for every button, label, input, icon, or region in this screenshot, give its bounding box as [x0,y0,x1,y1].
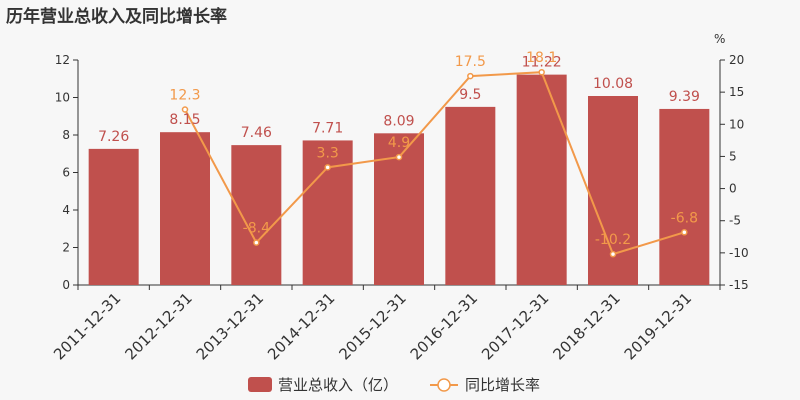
y-left-tick-label: 12 [55,53,70,67]
line-point[interactable] [395,153,403,161]
bar-value-label: 7.46 [241,125,272,141]
bar-value-label: 9.5 [459,87,481,103]
line-point[interactable] [538,68,545,76]
bar-value-label: 9.39 [669,89,700,105]
x-tick-label: 2017-12-31 [478,289,552,363]
bar[interactable] [659,108,710,285]
line-point[interactable] [324,164,331,171]
x-tick-label: 2019-12-31 [621,289,695,363]
y-right-tick-label: 0 [729,182,737,196]
line-point[interactable] [609,250,617,258]
line-value-label: 17.5 [455,54,486,70]
y-left-tick-label: 4 [62,203,70,217]
x-tick-label: 2011-12-31 [50,289,124,363]
y-right-tick-label: -10 [729,246,749,260]
legend-bar-label: 营业总收入（亿） [278,376,398,394]
line-point[interactable] [467,72,474,80]
growth-line [184,71,685,256]
bar-value-label: 10.08 [593,76,633,92]
bar[interactable] [88,148,139,285]
legend[interactable]: 营业总收入（亿） 同比增长率 [248,376,540,394]
bar[interactable] [231,145,282,285]
chart-title: 历年营业总收入及同比增长率 [6,7,227,27]
line-value-label: -6.8 [671,210,698,226]
x-tick-label: 2014-12-31 [264,289,338,363]
line-point[interactable] [253,239,260,246]
line-value-label: 3.3 [317,145,339,161]
y-left-tick-label: 2 [62,241,70,255]
line-value-label: 12.3 [169,88,200,104]
y-left-tick-label: 0 [62,278,70,292]
line-value-label: 4.9 [388,135,410,151]
bar[interactable] [302,140,353,285]
bar-value-label: 8.15 [169,112,200,128]
data-labels: 7.26 8.15 7.46 7.71 8.09 9.5 11.22 10.08 9.39 12.… [98,50,700,248]
y-right-tick-label: -15 [729,278,749,292]
line-value-label: -8.4 [243,221,270,237]
line-point[interactable] [181,106,189,113]
bar-value-label: 7.26 [98,129,129,145]
line-value-label: 18.1 [526,50,557,66]
x-tick-label: 2015-12-31 [335,289,409,363]
x-tick-label: 2013-12-31 [193,289,267,363]
y-right-tick-label: 10 [729,117,744,131]
y-left-tick-label: 8 [62,128,70,142]
y-right-tick-label: -5 [729,214,741,228]
legend-line-label: 同比增长率 [465,376,540,394]
x-tick-label: 2012-12-31 [121,289,195,363]
y-left-tick-label: 6 [62,166,70,180]
line-series [181,68,688,258]
y-right-unit-label: % [714,32,725,46]
x-tick-label: 2018-12-31 [549,289,623,363]
legend-bar-swatch [248,377,272,392]
bar[interactable] [516,74,567,285]
line-point[interactable] [681,229,688,236]
line-value-label: -10.2 [595,232,631,248]
bar[interactable] [160,132,210,285]
y-right-tick-label: 20 [729,53,744,67]
bar-value-label: 7.71 [312,120,343,136]
y-right-tick-label: 5 [729,149,737,163]
bar-value-label: 8.09 [383,113,414,129]
legend-line-marker [437,378,451,392]
bar[interactable] [445,106,496,285]
y-right-tick-label: 15 [729,85,744,99]
bar-value-label: 11.22 [522,55,562,71]
y-left-tick-label: 10 [55,91,70,105]
x-tick-label: 2016-12-31 [407,289,481,363]
